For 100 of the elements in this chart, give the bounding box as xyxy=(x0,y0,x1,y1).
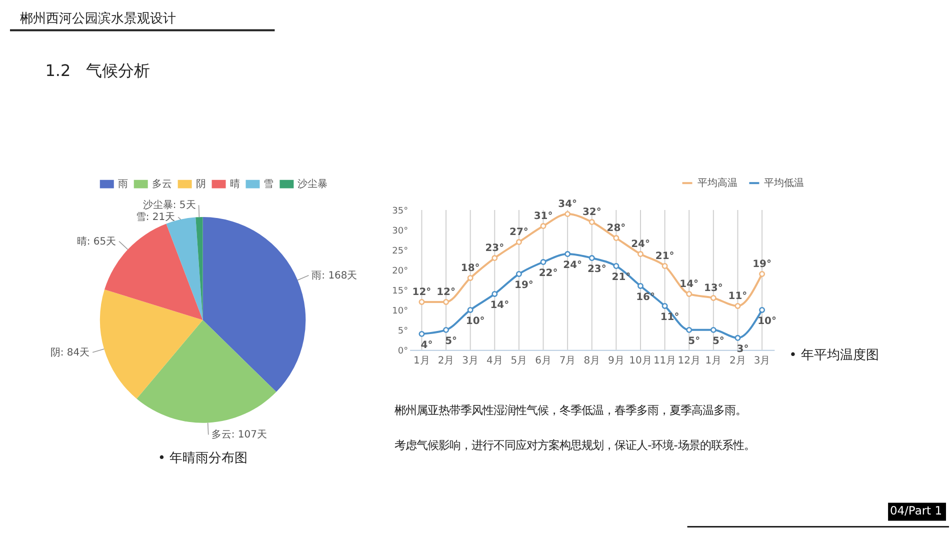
text: 04/Part 1 xyxy=(890,504,942,518)
data-label: 沙尘暴: 5天 xyxy=(142,199,196,212)
point xyxy=(564,251,571,257)
data-label: 10° xyxy=(466,316,485,327)
point xyxy=(588,219,595,226)
x-tick-label: 9月 xyxy=(608,355,624,366)
data-label: 19° xyxy=(752,259,772,270)
x-tick-label: 3月 xyxy=(462,355,479,366)
y-tick-label: 15° xyxy=(392,286,408,296)
data-label: 3° xyxy=(736,344,749,355)
point xyxy=(540,223,546,230)
data-label: 11° xyxy=(728,290,748,302)
x-tick-label: 5月 xyxy=(510,355,528,366)
y-tick-label: 30° xyxy=(392,226,408,237)
point xyxy=(613,235,620,242)
text: 郴州西河公园滨水景观设计 xyxy=(20,10,176,26)
data-label: 5° xyxy=(688,336,700,347)
pie-slice xyxy=(202,217,306,392)
point xyxy=(492,255,498,261)
x-tick-label: 8月 xyxy=(584,355,600,366)
point xyxy=(759,271,766,277)
text: 考虑气候影响，进行不同应对方案构思规划，保证人-环境-场景的联系性。 xyxy=(394,438,755,452)
data-label: 21° xyxy=(655,251,674,262)
legend-label: 平均低温 xyxy=(764,177,804,190)
legend-label: 沙尘暴 xyxy=(298,178,328,190)
data-label: 雪: 21天 xyxy=(136,212,176,224)
legend-label: 多云 xyxy=(152,178,172,190)
data-label: 16° xyxy=(636,292,655,303)
data-label: 27° xyxy=(510,227,528,238)
data-label: 5° xyxy=(445,336,457,347)
point xyxy=(516,239,522,246)
y-tick-label: 5° xyxy=(398,326,408,336)
point xyxy=(516,271,522,277)
x-tick-label: 4月 xyxy=(486,355,503,366)
point xyxy=(638,251,644,257)
x-tick-label: 1月 xyxy=(414,355,430,366)
legend-label: 平均高温 xyxy=(697,177,738,190)
data-label: 21° xyxy=(612,272,631,283)
y-tick-label: 25° xyxy=(392,246,408,257)
data-label: 14° xyxy=(680,278,699,290)
y-tick-label: 0° xyxy=(398,346,408,356)
x-tick-label: 12月 xyxy=(678,355,700,366)
data-label: 23° xyxy=(485,243,504,254)
x-tick-label: 10月 xyxy=(629,355,652,366)
y-tick-label: 35° xyxy=(392,206,408,217)
data-label: 5° xyxy=(712,336,724,347)
legend-label: 阴 xyxy=(196,179,206,190)
pie-slice xyxy=(196,217,203,320)
data-label: 12° xyxy=(412,286,432,298)
data-label: 24° xyxy=(631,239,650,250)
point xyxy=(638,282,644,289)
data-label: 雨: 168天 xyxy=(312,270,358,282)
data-label: 22° xyxy=(538,268,558,279)
x-tick-label: 6月 xyxy=(535,355,552,366)
data-label: 32° xyxy=(582,207,602,218)
pie-slice xyxy=(100,290,203,399)
point xyxy=(686,290,692,297)
data-label: 19° xyxy=(514,280,534,291)
text: • 年平均温度图 xyxy=(789,346,879,363)
point xyxy=(564,211,571,218)
legend-label: 晴 xyxy=(230,178,240,190)
point xyxy=(734,334,741,341)
text: 郴州属亚热带季风性湿润性气候，冬季低温，春季多雨，夏季高温多雨。 xyxy=(394,402,747,417)
x-tick-label: 3月 xyxy=(754,355,770,366)
point xyxy=(759,306,766,313)
point xyxy=(710,326,716,333)
point xyxy=(686,326,692,333)
point xyxy=(443,326,450,333)
text: 1.2 xyxy=(45,61,71,80)
text: • 年晴雨分布图 xyxy=(158,450,248,466)
data-label: 阴: 84天 xyxy=(50,347,90,358)
point xyxy=(443,298,450,305)
legend-label: 雨 xyxy=(118,179,128,190)
data-label: 28° xyxy=(606,223,626,234)
point xyxy=(613,263,620,269)
x-tick-label: 7月 xyxy=(559,355,576,366)
x-tick-label: 1月 xyxy=(705,355,722,366)
point xyxy=(467,306,474,313)
point xyxy=(588,255,595,261)
point xyxy=(710,294,716,301)
data-label: 多云: 107天 xyxy=(211,428,267,441)
y-tick-label: 10° xyxy=(392,306,408,316)
point xyxy=(662,263,668,269)
text: 气候分析 xyxy=(86,61,150,80)
point xyxy=(662,302,668,309)
data-label: 14° xyxy=(490,300,510,311)
data-label: 10° xyxy=(758,316,776,327)
data-label: 4° xyxy=(420,340,433,351)
data-label: 13° xyxy=(704,282,723,294)
data-label: 34° xyxy=(558,199,578,210)
point xyxy=(492,290,498,297)
data-label: 12° xyxy=(436,286,456,298)
point xyxy=(418,330,425,337)
x-tick-label: 2月 xyxy=(438,355,454,366)
point xyxy=(418,298,425,305)
data-label: 23° xyxy=(587,264,606,275)
point xyxy=(734,302,741,309)
point xyxy=(540,259,546,265)
point xyxy=(467,275,474,281)
data-label: 18° xyxy=(460,262,480,274)
